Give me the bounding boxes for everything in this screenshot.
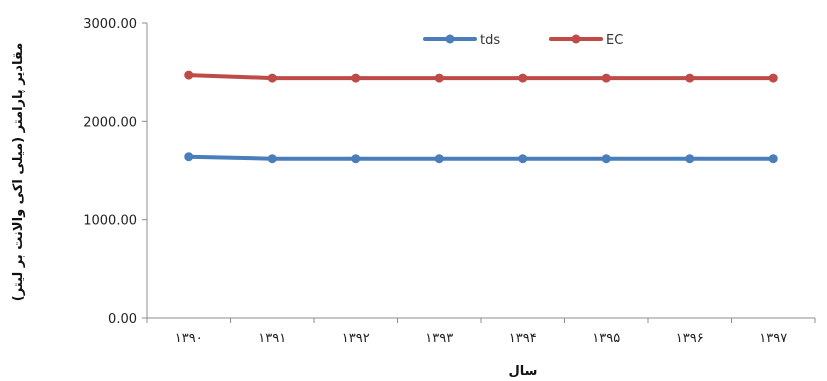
y-tick-label: 0.00 bbox=[108, 312, 137, 327]
series-line-tds bbox=[186, 154, 776, 161]
legend-label-tds: tds bbox=[480, 33, 500, 48]
y-axis-title: مقادیر پارامتر (میلی اکی والانت بر لیتر) bbox=[11, 43, 26, 302]
x-tick-label: ۱۳۹۳ bbox=[425, 331, 453, 346]
data-point-tds bbox=[518, 154, 528, 164]
legend-label-ec: EC bbox=[606, 33, 623, 48]
data-point-tds bbox=[685, 154, 695, 164]
data-point-ec bbox=[434, 73, 444, 83]
data-point-ec bbox=[768, 73, 778, 83]
data-point-tds bbox=[434, 154, 444, 164]
x-tick-label: ۱۳۹۰ bbox=[175, 331, 203, 346]
legend-marker-ec bbox=[571, 34, 581, 44]
x-tick-label: ۱۳۹۶ bbox=[676, 331, 704, 346]
y-tick-label: 2000.00 bbox=[83, 115, 137, 130]
data-point-ec bbox=[685, 73, 695, 83]
series-line-ec bbox=[186, 73, 776, 81]
y-tick-label: 3000.00 bbox=[83, 17, 137, 32]
x-tick-label: ۱۳۹۵ bbox=[592, 331, 620, 346]
x-axis-title: سال bbox=[509, 364, 538, 379]
data-point-tds bbox=[351, 154, 361, 164]
data-point-tds bbox=[267, 154, 277, 164]
data-point-ec bbox=[351, 73, 361, 83]
y-tick-label: 1000.00 bbox=[83, 214, 137, 229]
data-point-tds bbox=[768, 154, 778, 164]
data-point-tds bbox=[184, 152, 194, 162]
data-point-ec bbox=[518, 73, 528, 83]
x-tick-label: ۱۳۹۷ bbox=[759, 331, 787, 346]
x-tick-label: ۱۳۹۲ bbox=[342, 331, 370, 346]
legend: tds EC bbox=[423, 33, 623, 48]
data-point-ec bbox=[601, 73, 611, 83]
legend-marker-tds bbox=[445, 34, 455, 44]
series-layer bbox=[184, 70, 778, 164]
x-axis: ۱۳۹۰ ۱۳۹۱ ۱۳۹۲ ۱۳۹۳ ۱۳۹۴ ۱۳۹۵ ۱۳۹۶ ۱۳۹۷ bbox=[146, 317, 816, 346]
x-tick-label: ۱۳۹۴ bbox=[509, 331, 537, 346]
x-tick-label: ۱۳۹۱ bbox=[258, 331, 286, 346]
data-point-ec bbox=[267, 73, 277, 83]
y-axis: 0.00 1000.00 2000.00 3000.00 bbox=[83, 17, 148, 327]
data-point-tds bbox=[601, 154, 611, 164]
data-point-ec bbox=[184, 70, 194, 80]
